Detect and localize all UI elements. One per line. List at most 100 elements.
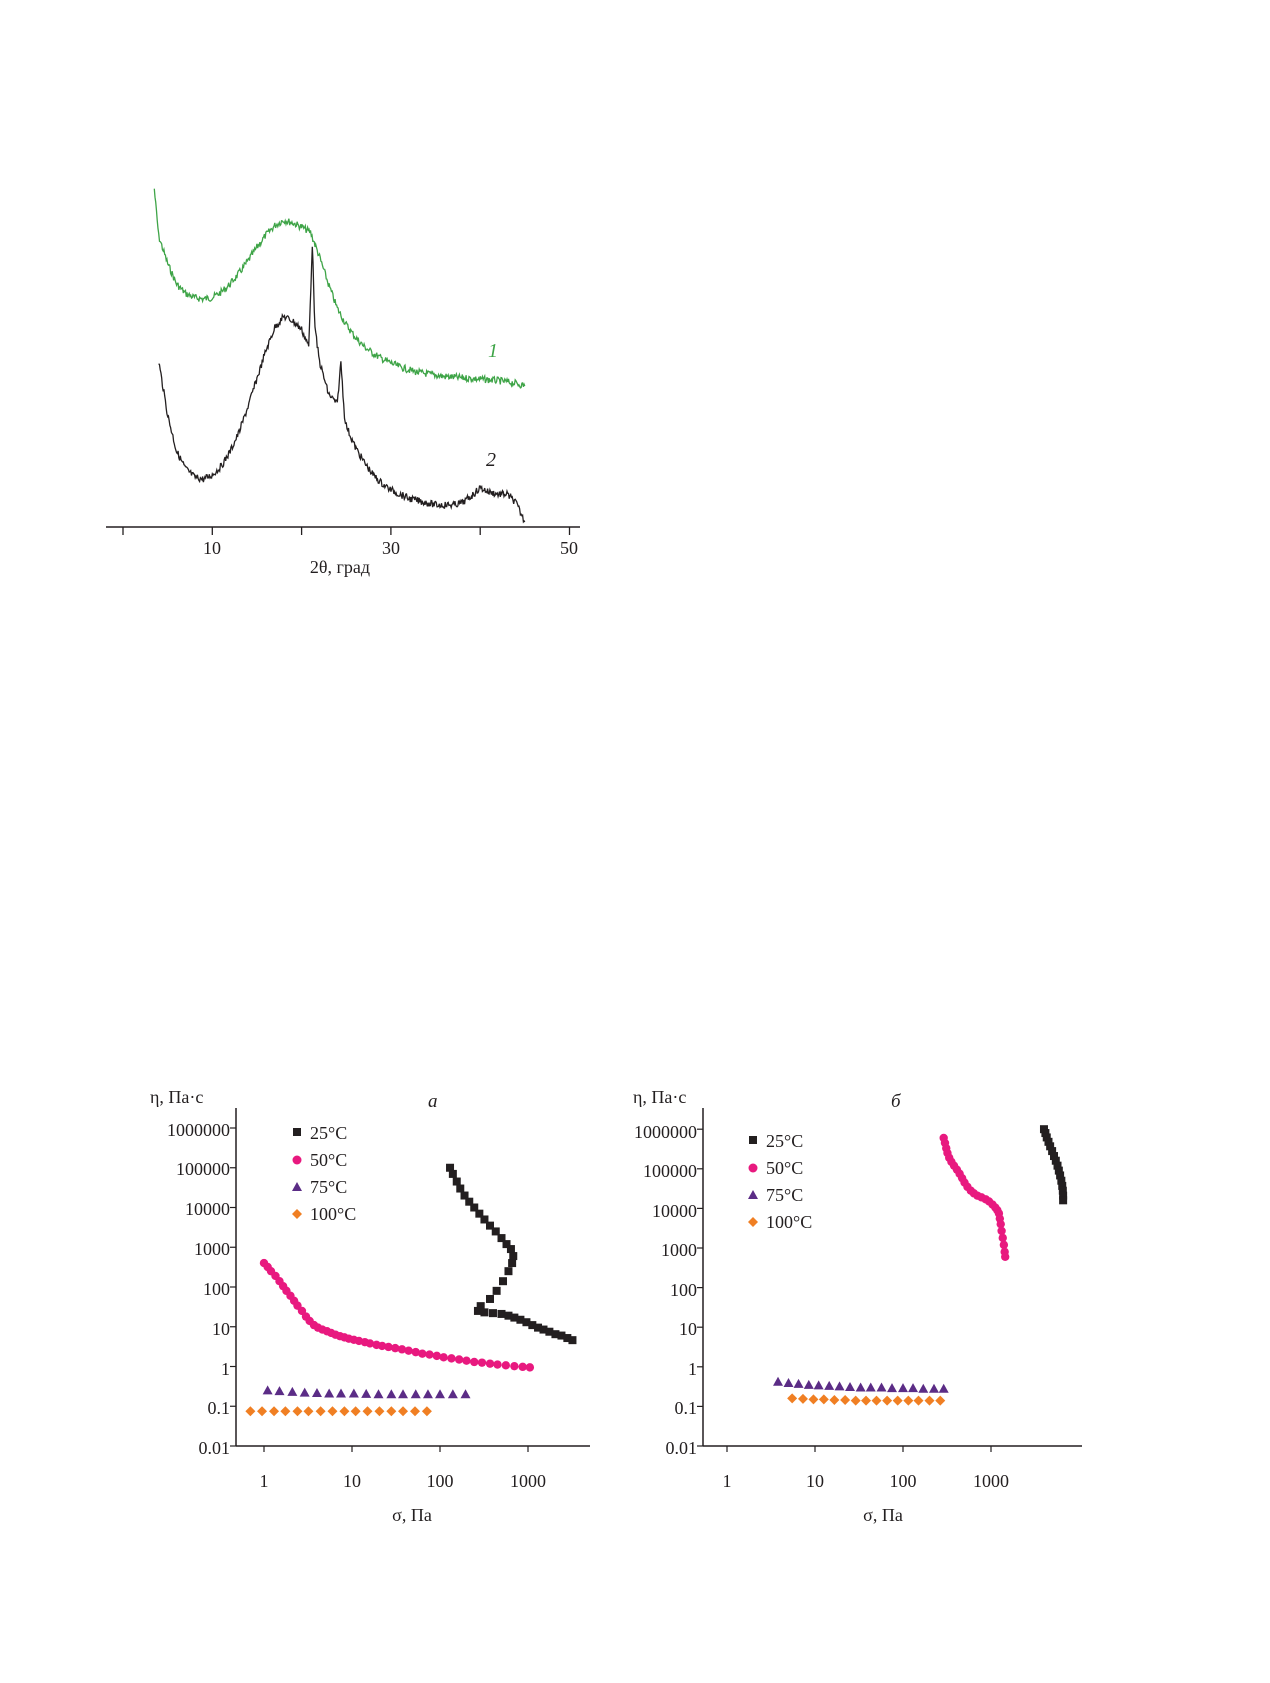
data-point-square [1044, 1137, 1053, 1146]
data-point-circle [404, 1346, 413, 1355]
data-point-triangle [845, 1381, 856, 1391]
data-point-circle [411, 1347, 420, 1357]
data-point-circle [462, 1356, 471, 1365]
data-point-triangle [908, 1383, 919, 1393]
data-point-square [1046, 1142, 1055, 1151]
legend-label: 25°C [766, 1131, 803, 1151]
data-point-square [1059, 1191, 1068, 1200]
data-point-square [460, 1191, 469, 1200]
data-point-triangle [460, 1389, 471, 1399]
data-point-triangle [865, 1382, 876, 1392]
data-point-triangle [361, 1388, 372, 1398]
data-point-triangle [898, 1383, 908, 1393]
data-point-triangle [928, 1383, 939, 1393]
data-point-circle [510, 1361, 519, 1371]
xrd-x-ticks [122, 527, 571, 535]
xrd-series-line-1 [153, 188, 526, 389]
data-point-triangle [773, 1376, 784, 1386]
data-point-diamond [257, 1406, 268, 1417]
data-point-triangle [422, 1389, 433, 1399]
data-point-circle [501, 1361, 511, 1370]
xrd-x-tick-label: 30 [382, 538, 400, 558]
panel-b-x-ticks: 1 10 100 1000 [723, 1471, 1010, 1491]
data-point-circle [454, 1355, 464, 1364]
y-tick-label: 1000 [194, 1239, 230, 1259]
data-point-square [499, 1277, 508, 1286]
data-point-circle [470, 1357, 479, 1367]
data-point-square [1048, 1147, 1057, 1156]
data-point-diamond [292, 1406, 303, 1417]
data-point-diamond [808, 1394, 819, 1405]
data-point-square [465, 1197, 474, 1206]
y-tick-label: 1000000 [167, 1120, 230, 1140]
x-tick-label: 1 [260, 1471, 269, 1491]
panel-a-y-ticks: 0.01 0.1 1 10 100 1000 10000 100000 1000… [167, 1120, 230, 1458]
data-point-square [446, 1163, 455, 1172]
data-point-square [491, 1227, 500, 1236]
data-point-diamond [850, 1395, 861, 1406]
data-point-triangle [299, 1387, 310, 1397]
xrd-plot-area [153, 188, 526, 524]
data-point-diamond [362, 1406, 373, 1417]
y-tick-label: 10 [679, 1319, 697, 1339]
data-point-triangle [311, 1388, 322, 1398]
data-point-square [492, 1286, 501, 1295]
data-point-diamond [818, 1394, 829, 1405]
legend-label: 100°C [766, 1212, 812, 1232]
data-point-diamond [339, 1406, 350, 1417]
data-point-triangle [834, 1381, 845, 1391]
legend-label: 75°C [766, 1185, 803, 1205]
data-point-square [497, 1234, 506, 1243]
data-point-diamond [882, 1395, 893, 1406]
xrd-series-label-2: 2 [486, 449, 496, 471]
x-tick-label: 1 [723, 1471, 732, 1491]
data-point-square [509, 1252, 518, 1261]
data-point-circle [996, 1219, 1005, 1229]
y-tick-label: 100 [670, 1280, 697, 1300]
data-point-square [1058, 1186, 1067, 1195]
panel-b-x-axis-label: σ, Па [863, 1505, 903, 1525]
data-point-triangle [287, 1386, 298, 1396]
panel-a-plot-area [230, 1108, 590, 1452]
data-point-square [473, 1306, 482, 1315]
y-tick-label: 0.01 [199, 1438, 231, 1458]
data-point-triangle [803, 1379, 814, 1389]
legend-marker-circle [292, 1155, 302, 1165]
x-tick-label: 1000 [973, 1471, 1009, 1491]
data-point-diamond [840, 1395, 851, 1406]
data-point-triangle [274, 1386, 285, 1396]
x-tick-label: 100 [427, 1471, 454, 1491]
legend-marker-triangle [292, 1182, 302, 1191]
y-tick-label: 10000 [185, 1199, 230, 1219]
data-point-square [504, 1311, 513, 1320]
y-tick-label: 0.1 [675, 1398, 698, 1418]
xrd-series-label-1: 1 [488, 340, 498, 362]
data-point-square [452, 1177, 461, 1186]
data-point-triangle [876, 1382, 887, 1392]
panel-a-label: a [428, 1091, 438, 1112]
panel-a-legend: 25°C 50°C 75°C 100°C [292, 1123, 356, 1224]
x-tick-label: 10 [806, 1471, 824, 1491]
viscosity-chart-b: η, Па·с б 0.01 0.1 1 10 100 1000 10000 1… [633, 1087, 1082, 1525]
x-tick-label: 100 [890, 1471, 917, 1491]
data-point-diamond [315, 1406, 326, 1417]
data-point-diamond [892, 1395, 903, 1406]
data-point-circle [493, 1360, 502, 1369]
data-point-diamond [924, 1395, 935, 1406]
y-tick-label: 1 [688, 1359, 697, 1379]
data-point-diamond [913, 1395, 924, 1406]
data-point-triangle [336, 1388, 347, 1398]
data-point-square [522, 1318, 531, 1327]
x-tick-label: 1000 [510, 1471, 546, 1491]
data-point-square [1051, 1156, 1060, 1165]
panel-b-legend: 25°C 50°C 75°C 100°C [748, 1131, 812, 1232]
data-point-circle [384, 1342, 393, 1352]
data-point-triangle [398, 1389, 409, 1399]
data-point-square [568, 1336, 577, 1345]
data-point-diamond [829, 1395, 840, 1406]
data-point-square [1058, 1181, 1067, 1190]
data-point-diamond [269, 1406, 280, 1417]
data-point-circle [439, 1353, 448, 1362]
data-point-diamond [421, 1406, 432, 1417]
